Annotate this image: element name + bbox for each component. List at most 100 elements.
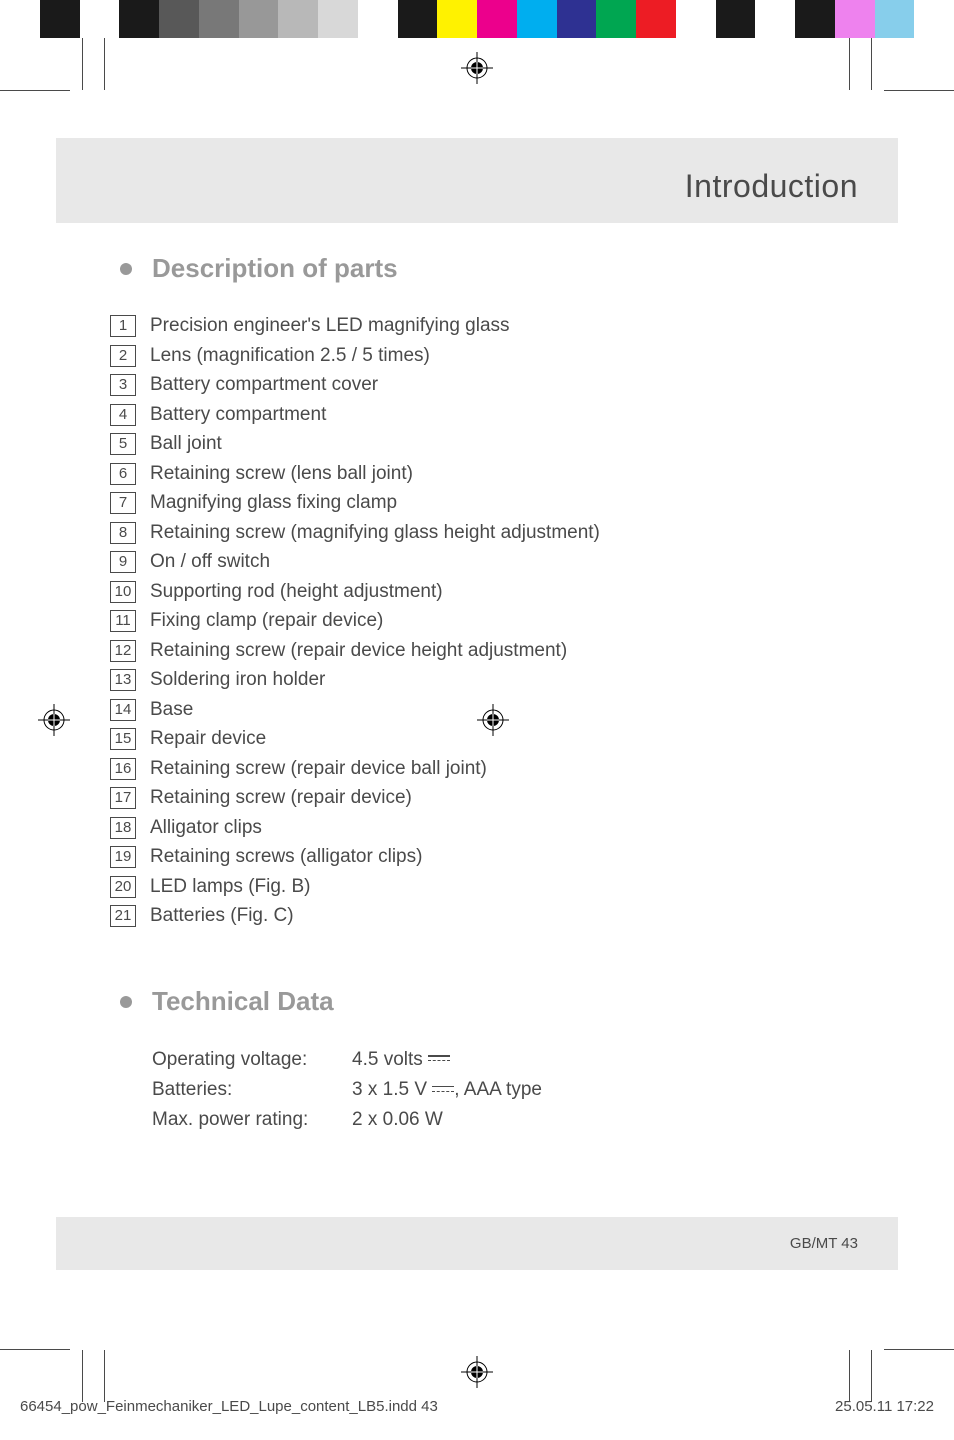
part-number-box: 9 bbox=[110, 551, 136, 573]
parts-list-item: 17Retaining screw (repair device) bbox=[152, 784, 854, 813]
color-swatch bbox=[159, 0, 199, 38]
part-description: Retaining screw (magnifying glass height… bbox=[150, 519, 600, 548]
parts-list-item: 7Magnifying glass fixing clamp bbox=[152, 489, 854, 518]
section-heading-parts: Description of parts bbox=[152, 253, 854, 284]
parts-list: 1Precision engineer's LED magnifying gla… bbox=[152, 312, 854, 931]
part-number-box: 12 bbox=[110, 640, 136, 662]
tech-label: Operating voltage: bbox=[152, 1045, 352, 1075]
crop-mark bbox=[0, 90, 70, 91]
part-number-box: 6 bbox=[110, 463, 136, 485]
parts-list-item: 9On / off switch bbox=[152, 548, 854, 577]
part-description: Precision engineer's LED magnifying glas… bbox=[150, 312, 510, 341]
file-info: 66454_pow_Feinmechaniker_LED_Lupe_conten… bbox=[20, 1398, 438, 1415]
color-swatch bbox=[755, 0, 795, 38]
part-number-box: 19 bbox=[110, 846, 136, 868]
parts-list-item: 13Soldering iron holder bbox=[152, 666, 854, 695]
registration-mark-icon bbox=[461, 52, 493, 84]
section-heading-tech: Technical Data bbox=[152, 986, 854, 1017]
part-number-box: 3 bbox=[110, 374, 136, 396]
crop-mark bbox=[104, 38, 105, 90]
color-swatch bbox=[795, 0, 835, 38]
parts-list-item: 4Battery compartment bbox=[152, 401, 854, 430]
color-swatch bbox=[676, 0, 716, 38]
page-footer-band: GB/MT 43 bbox=[56, 1217, 898, 1270]
color-swatch bbox=[914, 0, 954, 38]
page-number: GB/MT 43 bbox=[790, 1235, 858, 1252]
color-calibration-bar bbox=[0, 0, 954, 38]
technical-data: Operating voltage:4.5 volts Batteries:3 … bbox=[152, 1045, 854, 1136]
parts-list-item: 10Supporting rod (height adjustment) bbox=[152, 578, 854, 607]
crop-mark bbox=[884, 90, 954, 91]
tech-value: 3 x 1.5 V , AAA type bbox=[352, 1075, 542, 1105]
part-number-box: 15 bbox=[110, 728, 136, 750]
crop-mark bbox=[871, 38, 872, 90]
color-swatch bbox=[80, 0, 120, 38]
color-swatch bbox=[477, 0, 517, 38]
registration-mark-icon bbox=[38, 704, 70, 736]
color-swatch bbox=[0, 0, 40, 38]
tech-value: 4.5 volts bbox=[352, 1045, 450, 1075]
page-header: Introduction bbox=[56, 138, 898, 223]
part-description: Battery compartment cover bbox=[150, 371, 378, 400]
part-description: Retaining screw (repair device) bbox=[150, 784, 412, 813]
parts-list-item: 18Alligator clips bbox=[152, 814, 854, 843]
parts-list-item: 11Fixing clamp (repair device) bbox=[152, 607, 854, 636]
part-number-box: 21 bbox=[110, 905, 136, 927]
color-swatch bbox=[517, 0, 557, 38]
color-swatch bbox=[596, 0, 636, 38]
part-number-box: 4 bbox=[110, 404, 136, 426]
color-swatch bbox=[716, 0, 756, 38]
part-number-box: 11 bbox=[110, 610, 136, 632]
tech-row: Max. power rating:2 x 0.06 W bbox=[152, 1105, 854, 1135]
color-swatch bbox=[875, 0, 915, 38]
part-number-box: 1 bbox=[110, 315, 136, 337]
color-swatch bbox=[318, 0, 358, 38]
parts-list-item: 3Battery compartment cover bbox=[152, 371, 854, 400]
part-description: Retaining screws (alligator clips) bbox=[150, 843, 422, 872]
part-number-box: 20 bbox=[110, 876, 136, 898]
tech-label: Max. power rating: bbox=[152, 1105, 352, 1135]
crop-mark bbox=[871, 1350, 872, 1402]
color-swatch bbox=[835, 0, 875, 38]
color-swatch bbox=[437, 0, 477, 38]
part-description: Magnifying glass fixing clamp bbox=[150, 489, 397, 518]
part-description: Ball joint bbox=[150, 430, 222, 459]
tech-row: Operating voltage:4.5 volts bbox=[152, 1045, 854, 1075]
color-swatch bbox=[358, 0, 398, 38]
parts-list-item: 2Lens (magnification 2.5 / 5 times) bbox=[152, 342, 854, 371]
color-swatch bbox=[119, 0, 159, 38]
part-number-box: 2 bbox=[110, 345, 136, 367]
color-swatch bbox=[199, 0, 239, 38]
color-swatch bbox=[557, 0, 597, 38]
part-description: On / off switch bbox=[150, 548, 270, 577]
parts-list-item: 5Ball joint bbox=[152, 430, 854, 459]
page-content: Description of parts 1Precision engineer… bbox=[0, 223, 954, 1136]
crop-mark bbox=[849, 38, 850, 90]
color-swatch bbox=[40, 0, 80, 38]
part-number-box: 17 bbox=[110, 787, 136, 809]
timestamp: 25.05.11 17:22 bbox=[835, 1398, 934, 1415]
part-description: LED lamps (Fig. B) bbox=[150, 873, 310, 902]
registration-mark-icon bbox=[461, 1356, 493, 1388]
part-number-box: 10 bbox=[110, 581, 136, 603]
parts-list-item: 16Retaining screw (repair device ball jo… bbox=[152, 755, 854, 784]
tech-value: 2 x 0.06 W bbox=[352, 1105, 443, 1135]
registration-mark-icon bbox=[477, 704, 509, 736]
parts-list-item: 1Precision engineer's LED magnifying gla… bbox=[152, 312, 854, 341]
part-description: Base bbox=[150, 696, 193, 725]
part-number-box: 14 bbox=[110, 699, 136, 721]
part-number-box: 18 bbox=[110, 817, 136, 839]
crop-mark bbox=[104, 1350, 105, 1402]
tech-row: Batteries:3 x 1.5 V , AAA type bbox=[152, 1075, 854, 1105]
part-number-box: 5 bbox=[110, 433, 136, 455]
part-description: Battery compartment bbox=[150, 401, 326, 430]
color-swatch bbox=[239, 0, 279, 38]
crop-mark bbox=[0, 1349, 70, 1350]
parts-list-item: 8Retaining screw (magnifying glass heigh… bbox=[152, 519, 854, 548]
crop-mark bbox=[82, 1350, 83, 1402]
part-description: Alligator clips bbox=[150, 814, 262, 843]
print-footer: 66454_pow_Feinmechaniker_LED_Lupe_conten… bbox=[0, 1398, 954, 1415]
part-description: Fixing clamp (repair device) bbox=[150, 607, 383, 636]
parts-list-item: 20LED lamps (Fig. B) bbox=[152, 873, 854, 902]
crop-mark bbox=[82, 38, 83, 90]
